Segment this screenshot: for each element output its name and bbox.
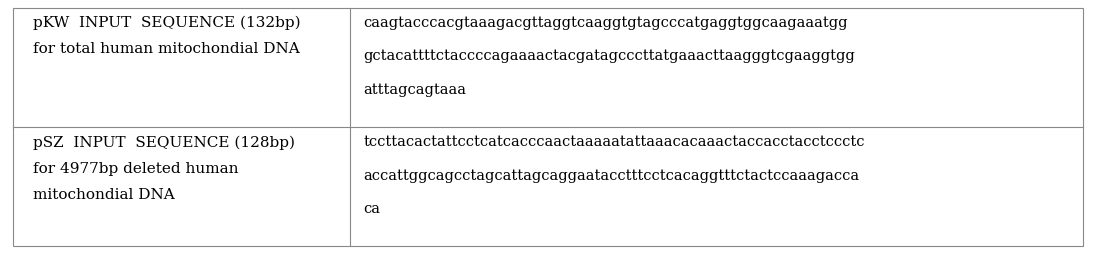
Text: ca: ca xyxy=(363,202,380,216)
Text: accattggcagcctagcattagcaggaatacctttcctcacaggtttctactccaaagacca: accattggcagcctagcattagcaggaatacctttcctca… xyxy=(363,169,859,183)
Text: tccttacactattcctcatcacccaactaaaaatattaaacacaaactaccacctacctccctc: tccttacactattcctcatcacccaactaaaaatattaaa… xyxy=(363,135,865,149)
Text: pSZ  INPUT  SEQUENCE (128bp): pSZ INPUT SEQUENCE (128bp) xyxy=(33,135,295,150)
Text: for 4977bp deleted human: for 4977bp deleted human xyxy=(33,162,239,176)
Text: pKW  INPUT  SEQUENCE (132bp): pKW INPUT SEQUENCE (132bp) xyxy=(33,16,300,30)
Text: for total human mitochondial DNA: for total human mitochondial DNA xyxy=(33,42,299,56)
Text: atttagcagtaaa: atttagcagtaaa xyxy=(363,83,466,97)
Text: mitochondial DNA: mitochondial DNA xyxy=(33,188,174,202)
Text: gctacattttctaccccagaaaactacgatagcccttatgaaacttaagggtcgaaggtgg: gctacattttctaccccagaaaactacgatagcccttatg… xyxy=(363,50,855,64)
Text: caagtacccacgtaaagacgttaggtcaaggtgtagcccatgaggtggcaagaaatgg: caagtacccacgtaaagacgttaggtcaaggtgtagccca… xyxy=(363,16,848,30)
